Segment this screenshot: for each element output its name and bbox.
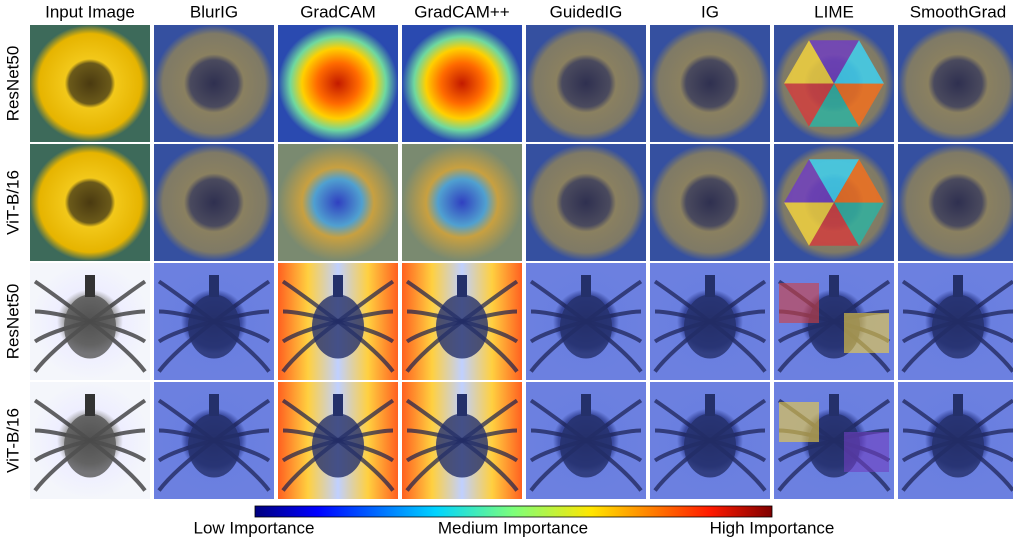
image <box>898 25 1013 142</box>
image <box>278 144 398 261</box>
image <box>898 144 1013 261</box>
row-label: ResNet50 <box>3 46 22 122</box>
tick-head <box>209 275 219 297</box>
column-header: GuidedIG <box>550 2 623 21</box>
image <box>402 25 522 142</box>
image-cell <box>154 144 274 261</box>
image-cell <box>526 25 646 142</box>
image-cell <box>650 144 770 261</box>
lime-segment <box>844 432 889 472</box>
tick-head <box>829 275 839 297</box>
tick-head <box>209 394 219 416</box>
image-cell <box>898 144 1013 261</box>
image-cell <box>402 25 522 142</box>
tick-body <box>684 414 736 478</box>
image-cell <box>650 263 770 380</box>
tick-body <box>560 295 612 359</box>
column-header: SmoothGrad <box>910 2 1006 21</box>
tick-head <box>953 394 963 416</box>
image-cell <box>774 382 894 499</box>
tick-head <box>953 275 963 297</box>
column-header: BlurIG <box>190 2 238 21</box>
column-header: Input Image <box>45 2 135 21</box>
tick-head <box>829 394 839 416</box>
image-cell <box>526 144 646 261</box>
column-header: GradCAM++ <box>414 2 509 21</box>
image-cell <box>278 263 398 380</box>
image-cell <box>402 263 522 380</box>
lime-segment <box>844 313 889 353</box>
image <box>30 144 150 261</box>
tick-body <box>684 295 736 359</box>
image <box>402 144 522 261</box>
colorbar-medium: Medium Importance <box>438 518 588 537</box>
tick-head <box>457 275 467 297</box>
image-cell <box>650 25 770 142</box>
figure: Low Importance Medium Importance High Im… <box>0 0 1013 539</box>
tick-body <box>560 414 612 478</box>
tick-head <box>705 275 715 297</box>
colorbar <box>255 506 772 517</box>
image-cell <box>774 144 894 261</box>
image-cell <box>154 263 274 380</box>
tick-head <box>333 394 343 416</box>
image-cell <box>526 382 646 499</box>
tick-body <box>932 414 984 478</box>
image-cell <box>278 144 398 261</box>
tick-head <box>457 394 467 416</box>
image <box>30 25 150 142</box>
image <box>154 25 274 142</box>
tick-body <box>312 295 364 359</box>
tick-head <box>85 275 95 297</box>
image-cell <box>30 144 150 261</box>
column-header: LIME <box>814 2 854 21</box>
image-cell <box>898 25 1013 142</box>
tick-head <box>581 275 591 297</box>
tick-body <box>436 295 488 359</box>
row-label: ViT-B/16 <box>3 170 22 235</box>
image-cell <box>154 382 274 499</box>
image-cell <box>650 382 770 499</box>
colorbar-low: Low Importance <box>194 518 315 537</box>
tick-body <box>188 414 240 478</box>
row-label: ResNet50 <box>3 284 22 360</box>
image <box>526 25 646 142</box>
column-header: IG <box>701 2 719 21</box>
image-cell <box>898 382 1013 499</box>
tick-body <box>436 414 488 478</box>
image <box>278 25 398 142</box>
row-label: ViT-B/16 <box>3 408 22 473</box>
image-cell <box>774 25 894 142</box>
lime-segment <box>779 402 819 442</box>
image-cell <box>898 263 1013 380</box>
lime-segment <box>779 283 819 323</box>
image-cell <box>402 144 522 261</box>
image <box>650 25 770 142</box>
tick-body <box>64 295 116 359</box>
image-cell <box>402 382 522 499</box>
image-cell <box>30 263 150 380</box>
tick-head <box>85 394 95 416</box>
tick-body <box>64 414 116 478</box>
image-cell <box>30 25 150 142</box>
image-cell <box>526 263 646 380</box>
tick-head <box>333 275 343 297</box>
image <box>650 144 770 261</box>
tick-head <box>705 394 715 416</box>
image-cell <box>278 382 398 499</box>
colorbar-high: High Importance <box>710 518 835 537</box>
tick-head <box>581 394 591 416</box>
image-cell <box>774 263 894 380</box>
image-cell <box>154 25 274 142</box>
image-cell <box>278 25 398 142</box>
image-cell <box>30 382 150 499</box>
column-header: GradCAM <box>300 2 376 21</box>
image <box>154 144 274 261</box>
tick-body <box>312 414 364 478</box>
tick-body <box>932 295 984 359</box>
tick-body <box>188 295 240 359</box>
image <box>526 144 646 261</box>
